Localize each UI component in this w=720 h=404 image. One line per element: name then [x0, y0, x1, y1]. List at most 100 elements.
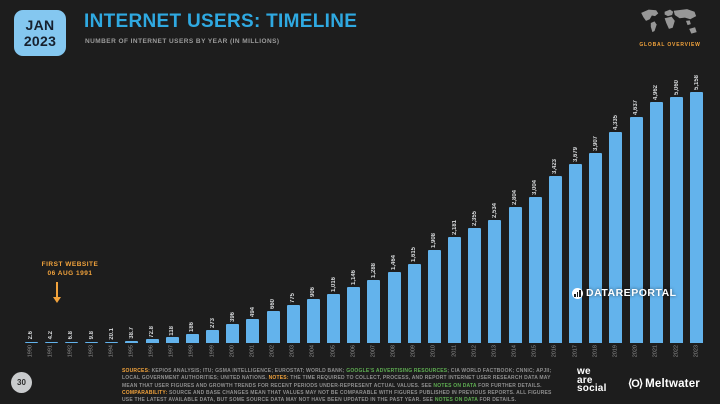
chart-bar — [24, 341, 38, 343]
x-axis-year-label: 2009 — [410, 345, 417, 358]
x-axis-year-label: 2012 — [471, 345, 478, 358]
footer-text-segment: FOR DETAILS. — [477, 397, 517, 403]
bar-column: 4.2 1991 — [44, 70, 58, 357]
bar-value-label: 396 — [229, 311, 236, 322]
chart-bar — [266, 310, 280, 343]
bar-column: 3,907 2018 — [589, 70, 603, 357]
bar-value-label: 6.8 — [68, 331, 75, 340]
chart-bar — [609, 132, 623, 343]
chart-bar — [367, 280, 381, 343]
footer-text-segment: THE TIME REQUIRED TO COLLECT, PROCESS, A… — [122, 375, 551, 389]
bar-value-label: 775 — [290, 293, 297, 304]
bar-value-label: 3,423 — [552, 159, 559, 175]
notes-on-data-link[interactable]: NOTES ON DATA — [433, 382, 477, 389]
bar-value-label: 2,355 — [471, 211, 478, 227]
bar-column: 396 2000 — [226, 70, 240, 357]
chart-bar — [528, 196, 542, 343]
bar-column: 2,804 2014 — [508, 70, 522, 357]
bar-value-label: 72.8 — [149, 325, 156, 338]
chart-bar — [548, 176, 562, 343]
bar-value-label: 2,534 — [491, 202, 498, 218]
bar-column: 2,355 2012 — [468, 70, 482, 357]
bar-value-label: 660 — [270, 298, 277, 309]
bar-column: 1,288 2007 — [367, 70, 381, 357]
world-map-icon — [641, 9, 697, 34]
x-axis-year-label: 2008 — [390, 345, 397, 358]
chart-bar — [629, 117, 643, 343]
bar-value-label: 1,615 — [411, 247, 418, 263]
bar-column: 4,637 2020 — [629, 70, 643, 357]
x-axis-year-label: 1996 — [148, 345, 155, 358]
bar-column: 38.7 1995 — [125, 70, 139, 357]
chart-bar — [105, 341, 119, 343]
x-axis-year-label: 1999 — [208, 345, 215, 358]
chart-bar — [64, 341, 78, 343]
we-are-social-logo: we are social — [577, 367, 607, 394]
x-axis-year-label: 1994 — [107, 345, 114, 358]
bar-value-label: 1,464 — [391, 254, 398, 270]
notes-on-data-link[interactable]: NOTES ON DATA — [434, 397, 478, 403]
footer-text-segment: COMPARABILITY: — [122, 389, 169, 396]
datareportal-label: DATAREPORTAL — [586, 287, 677, 299]
x-axis-year-label: 2003 — [289, 345, 296, 358]
bar-value-label: 20.1 — [108, 327, 115, 340]
chart-bar — [347, 287, 361, 343]
bar-value-label: 2.6 — [28, 331, 34, 340]
bar-column: 906 2004 — [306, 70, 320, 357]
chart-bar — [286, 305, 300, 343]
footer-text-segment: ; CIA WORLD FACTBOOK; CNNIC; APJII; LOCA… — [122, 368, 552, 382]
x-axis-year-label: 2018 — [592, 345, 599, 358]
x-axis-year-label: 1990 — [27, 345, 34, 358]
x-axis-year-label: 2002 — [269, 345, 276, 358]
bar-column: 2,181 2011 — [448, 70, 462, 357]
bar-column: 3,423 2016 — [548, 70, 562, 357]
x-axis-year-label: 1995 — [128, 345, 135, 358]
chart-bar — [165, 337, 179, 343]
bar-value-label: 1,016 — [330, 276, 337, 292]
badge-month: JAN — [25, 17, 55, 33]
datareportal-watermark[interactable]: DATAREPORTAL — [572, 287, 677, 299]
bar-column: 72.8 1996 — [145, 70, 159, 357]
footer-text-segment: FOR FURTHER DETAILS. — [476, 382, 542, 389]
chart-bar — [246, 318, 260, 343]
chart-bar — [145, 339, 159, 343]
bar-column: 775 2003 — [286, 70, 300, 357]
bar-column: 186 1998 — [185, 70, 199, 357]
bar-column: 494 2001 — [246, 70, 260, 357]
date-badge: JAN 2023 — [14, 10, 66, 56]
bar-value-label: 906 — [310, 286, 317, 297]
bar-value-label: 3,679 — [572, 146, 579, 162]
chart-bar — [185, 333, 199, 343]
x-axis-year-label: 2014 — [511, 345, 518, 358]
was-logo-line: are — [577, 374, 593, 386]
chart-bar — [488, 219, 502, 343]
footer-text-segment: NOTES: — [268, 375, 291, 382]
chart-bar — [327, 293, 341, 343]
x-axis-year-label: 2017 — [571, 345, 578, 358]
x-axis-year-label: 2006 — [350, 345, 356, 358]
bar-column: 3,679 2017 — [569, 70, 583, 357]
bar-column: 1,464 2008 — [387, 70, 401, 357]
x-axis-year-label: 1991 — [47, 345, 54, 358]
chart-bar — [44, 341, 58, 343]
chart-bar — [306, 298, 320, 343]
x-axis-year-label: 2007 — [370, 345, 377, 358]
bar-column: 1,146 2006 — [347, 70, 361, 357]
x-axis-year-label: 1993 — [87, 345, 94, 358]
x-axis-year-label: 2021 — [652, 345, 659, 358]
notes-on-data-link[interactable]: GOOGLE’S ADVERTISING RESOURCES — [346, 368, 448, 374]
bar-value-label: 2,181 — [451, 219, 458, 235]
chart-bar — [649, 101, 663, 343]
annotation-line-1: FIRST WEBSITE — [41, 261, 99, 268]
global-overview-block: GLOBAL OVERVIEW — [634, 6, 706, 48]
bar-column: 1,016 2005 — [327, 70, 341, 357]
x-axis-year-label: 2020 — [632, 345, 639, 358]
bar-column: 3,004 2015 — [528, 70, 542, 357]
bar-column: 4,335 2019 — [609, 70, 623, 357]
bar-column: 20.1 1994 — [105, 70, 119, 357]
first-website-annotation: FIRST WEBSITE 06 AUG 1991 — [30, 261, 110, 303]
bar-value-label: 5,158 — [693, 74, 700, 90]
chart-bar — [85, 341, 99, 343]
meltwater-label: Meltwater — [645, 377, 700, 390]
